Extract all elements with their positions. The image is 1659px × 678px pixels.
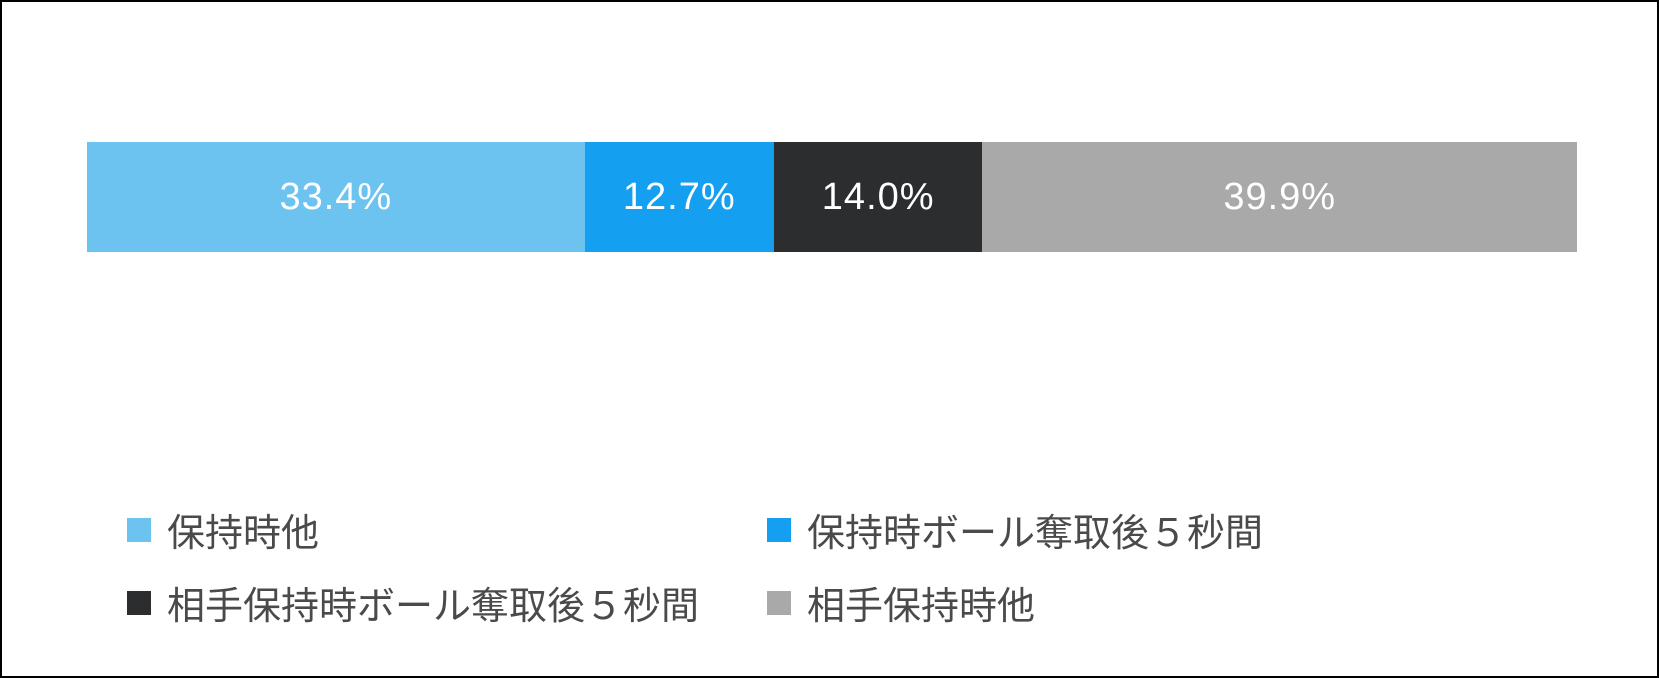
- segment-3: 39.9%: [982, 142, 1577, 252]
- legend-label-0: 保持時他: [167, 502, 319, 557]
- legend-swatch-1: [767, 518, 791, 542]
- legend-item-2: 相手保持時ボール奪取後５秒間: [127, 575, 767, 630]
- legend-item-0: 保持時他: [127, 502, 767, 557]
- legend-item-1: 保持時ボール奪取後５秒間: [767, 502, 1507, 557]
- segment-2: 14.0%: [774, 142, 983, 252]
- segment-1: 12.7%: [585, 142, 774, 252]
- legend: 保持時他 保持時ボール奪取後５秒間 相手保持時ボール奪取後５秒間 相手保持時他: [127, 502, 1527, 648]
- legend-swatch-2: [127, 591, 151, 615]
- legend-label-1: 保持時ボール奪取後５秒間: [807, 502, 1263, 557]
- chart-frame: 33.4% 12.7% 14.0% 39.9% 保持時他 保持時ボール奪取後５秒…: [0, 0, 1659, 678]
- legend-swatch-3: [767, 591, 791, 615]
- stacked-bar: 33.4% 12.7% 14.0% 39.9%: [87, 142, 1577, 252]
- legend-label-2: 相手保持時ボール奪取後５秒間: [167, 575, 699, 630]
- segment-0: 33.4%: [87, 142, 585, 252]
- legend-label-3: 相手保持時他: [807, 575, 1035, 630]
- legend-item-3: 相手保持時他: [767, 575, 1507, 630]
- legend-swatch-0: [127, 518, 151, 542]
